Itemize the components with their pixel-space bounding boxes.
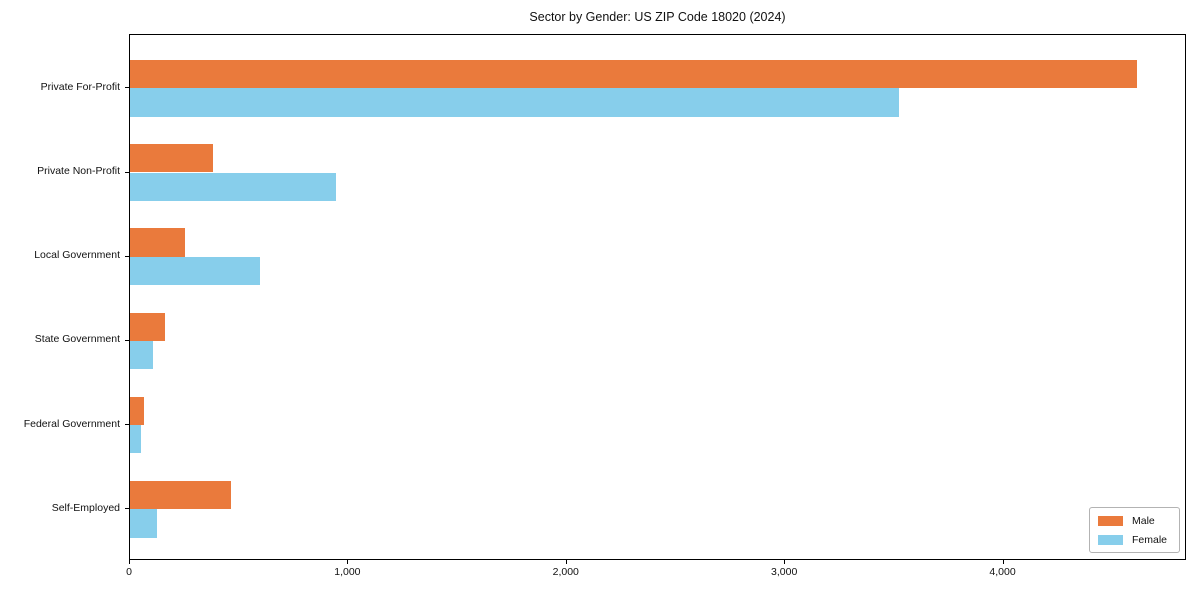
bar-female-5 xyxy=(130,425,141,454)
y-axis-label: State Government xyxy=(34,333,120,346)
y-axis-label: Federal Government xyxy=(23,417,120,430)
y-tick-mark xyxy=(125,508,129,510)
bar-female-6 xyxy=(130,509,158,538)
bar-male-1 xyxy=(130,60,1137,89)
bar-female-1 xyxy=(130,88,900,117)
legend: Male Female xyxy=(1089,507,1180,553)
x-tick-label: 2,000 xyxy=(552,566,579,578)
legend-swatch-female xyxy=(1098,534,1123,545)
legend-item-male: Male xyxy=(1098,514,1171,527)
legend-item-female: Female xyxy=(1098,533,1171,546)
bar-male-3 xyxy=(130,228,186,257)
x-tick-mark xyxy=(784,560,786,564)
x-tick-mark xyxy=(1002,560,1004,564)
x-tick-label: 3,000 xyxy=(771,566,798,578)
y-axis-label: Self-Employed xyxy=(51,501,120,514)
bar-female-3 xyxy=(130,256,260,285)
y-tick-mark xyxy=(125,87,129,89)
x-tick-mark xyxy=(565,560,567,564)
x-tick-label: 0 xyxy=(126,566,132,578)
y-axis-label: Local Government xyxy=(34,249,120,262)
bar-female-2 xyxy=(130,172,337,201)
y-tick-mark xyxy=(125,171,129,173)
x-tick-label: 1,000 xyxy=(334,566,361,578)
y-tick-mark xyxy=(125,424,129,426)
legend-label: Male xyxy=(1132,514,1155,527)
legend-swatch-male xyxy=(1098,515,1123,526)
x-tick-mark xyxy=(347,560,349,564)
y-tick-mark xyxy=(125,255,129,257)
plot-area xyxy=(129,34,1186,560)
bar-female-4 xyxy=(130,340,153,370)
y-tick-mark xyxy=(125,339,129,341)
y-axis-label: Private For-Profit xyxy=(40,80,120,93)
x-tick-mark xyxy=(129,560,130,564)
bar-male-2 xyxy=(130,144,213,173)
x-tick-label: 4,000 xyxy=(989,566,1016,578)
bar-male-6 xyxy=(130,481,232,510)
legend-label: Female xyxy=(1132,533,1168,546)
bar-male-4 xyxy=(130,312,165,341)
bar-male-5 xyxy=(130,396,144,426)
chart-title: Sector by Gender: US ZIP Code 18020 (202… xyxy=(529,10,786,24)
y-axis-label: Private Non-Profit xyxy=(37,165,120,177)
